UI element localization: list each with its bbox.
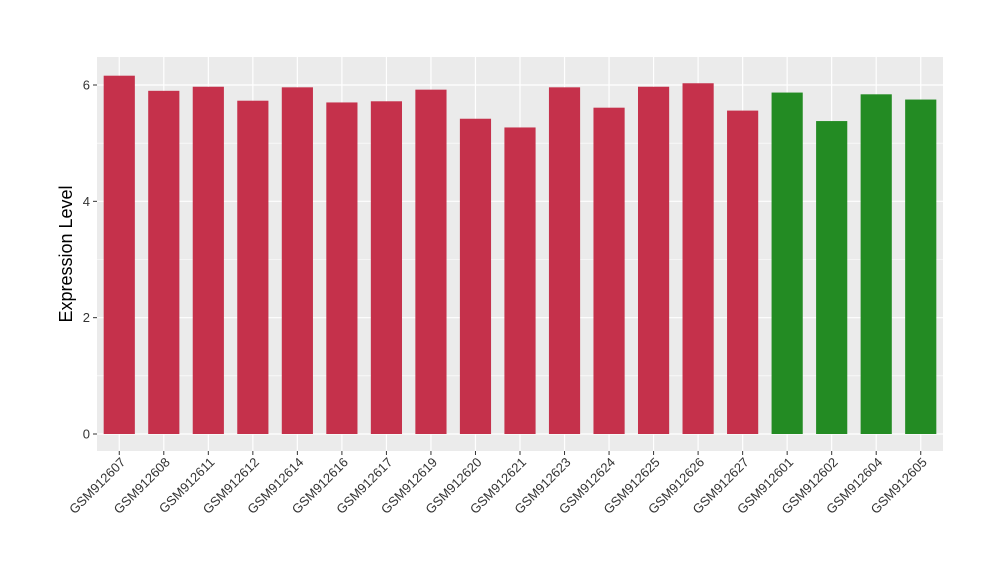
bar-GSM912608: [148, 90, 180, 435]
y-tick-label: 2: [83, 310, 90, 325]
bar-GSM912602: [816, 121, 848, 435]
bar-GSM912624: [593, 107, 625, 434]
bar-GSM912614: [281, 87, 313, 435]
bar-GSM912617: [370, 101, 403, 434]
y-tick-label: 4: [83, 194, 90, 209]
bar-GSM912619: [415, 89, 447, 435]
bar-GSM912626: [682, 83, 714, 434]
bars: [103, 75, 937, 435]
y-tick-label: 0: [83, 427, 90, 442]
y-tick-label: 6: [83, 78, 90, 93]
bar-GSM912620: [459, 118, 492, 434]
y-axis: 0 2 4 6: [83, 78, 97, 442]
bar-GSM912621: [504, 127, 536, 434]
bar-GSM912623: [548, 87, 581, 435]
y-axis-title: Expression Level: [56, 185, 76, 322]
bar-GSM912611: [192, 86, 224, 435]
bar-GSM912627: [727, 110, 759, 435]
bar-GSM912601: [771, 92, 803, 434]
bar-GSM912605: [905, 99, 937, 435]
bar-GSM912616: [326, 102, 358, 434]
bar-GSM912625: [637, 86, 670, 435]
bar-GSM912612: [237, 100, 269, 434]
bar-GSM912604: [860, 94, 892, 434]
x-axis: GSM912607GSM912608GSM912611GSM912612GSM9…: [66, 451, 930, 517]
bar-GSM912607: [103, 75, 135, 435]
